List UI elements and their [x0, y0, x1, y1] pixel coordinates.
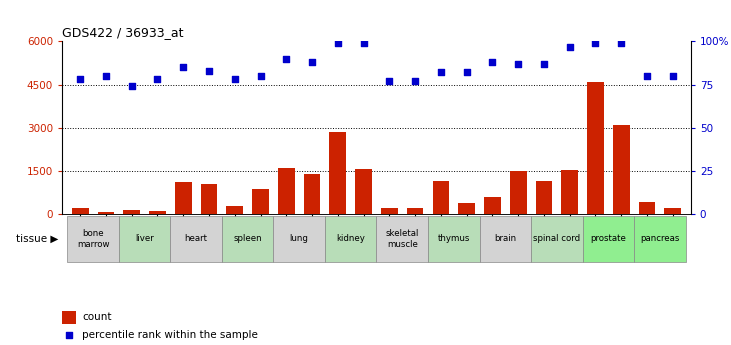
- Text: GDS422 / 36933_at: GDS422 / 36933_at: [62, 26, 183, 39]
- Bar: [355, 169, 372, 214]
- Bar: [561, 170, 578, 214]
- Text: spleen: spleen: [233, 234, 262, 244]
- Bar: [510, 171, 526, 214]
- Point: [590, 40, 602, 46]
- Bar: [325, 216, 376, 262]
- Point: [641, 73, 653, 79]
- Bar: [639, 202, 656, 214]
- Bar: [536, 181, 553, 214]
- Point: [667, 73, 678, 79]
- Bar: [634, 216, 686, 262]
- Bar: [222, 216, 273, 262]
- Text: pancreas: pancreas: [640, 234, 680, 244]
- Point: [409, 78, 421, 84]
- Point: [254, 73, 266, 79]
- Bar: [480, 216, 531, 262]
- Text: skeletal
muscle: skeletal muscle: [385, 229, 419, 249]
- Bar: [149, 211, 166, 214]
- Point: [512, 61, 524, 67]
- Bar: [67, 216, 119, 262]
- Bar: [252, 189, 269, 214]
- Point: [332, 40, 344, 46]
- Bar: [273, 216, 325, 262]
- Text: liver: liver: [135, 234, 154, 244]
- Bar: [428, 216, 480, 262]
- Text: bone
marrow: bone marrow: [77, 229, 110, 249]
- Point: [384, 78, 395, 84]
- Text: percentile rank within the sample: percentile rank within the sample: [83, 331, 258, 340]
- Bar: [97, 211, 114, 214]
- Bar: [587, 82, 604, 214]
- Point: [435, 70, 447, 75]
- Bar: [484, 197, 501, 214]
- Bar: [613, 125, 629, 214]
- Text: thymus: thymus: [438, 234, 470, 244]
- Bar: [406, 208, 423, 214]
- Point: [75, 77, 86, 82]
- Bar: [119, 216, 170, 262]
- Bar: [278, 168, 295, 214]
- Bar: [583, 216, 634, 262]
- Bar: [175, 182, 192, 214]
- Text: tissue ▶: tissue ▶: [16, 234, 58, 244]
- Point: [487, 59, 499, 65]
- Bar: [303, 174, 320, 214]
- Bar: [72, 208, 88, 214]
- Point: [461, 70, 472, 75]
- Text: kidney: kidney: [336, 234, 366, 244]
- Point: [151, 77, 163, 82]
- Bar: [170, 216, 222, 262]
- Bar: [381, 208, 398, 214]
- Text: lung: lung: [289, 234, 308, 244]
- Text: spinal cord: spinal cord: [533, 234, 580, 244]
- Point: [538, 61, 550, 67]
- Point: [229, 77, 240, 82]
- Bar: [62, 310, 76, 324]
- Point: [126, 83, 137, 89]
- Text: prostate: prostate: [591, 234, 626, 244]
- Point: [63, 333, 75, 338]
- Bar: [664, 208, 681, 214]
- Text: brain: brain: [494, 234, 516, 244]
- Bar: [330, 132, 346, 214]
- Text: heart: heart: [185, 234, 208, 244]
- Point: [100, 73, 112, 79]
- Text: count: count: [83, 313, 112, 322]
- Bar: [200, 184, 217, 214]
- Point: [203, 68, 215, 73]
- Point: [178, 65, 189, 70]
- Point: [616, 40, 627, 46]
- Point: [564, 44, 575, 49]
- Bar: [376, 216, 428, 262]
- Bar: [227, 206, 243, 214]
- Point: [357, 40, 369, 46]
- Point: [306, 59, 318, 65]
- Bar: [458, 203, 475, 214]
- Bar: [531, 216, 583, 262]
- Point: [281, 56, 292, 61]
- Bar: [433, 181, 450, 214]
- Bar: [124, 210, 140, 214]
